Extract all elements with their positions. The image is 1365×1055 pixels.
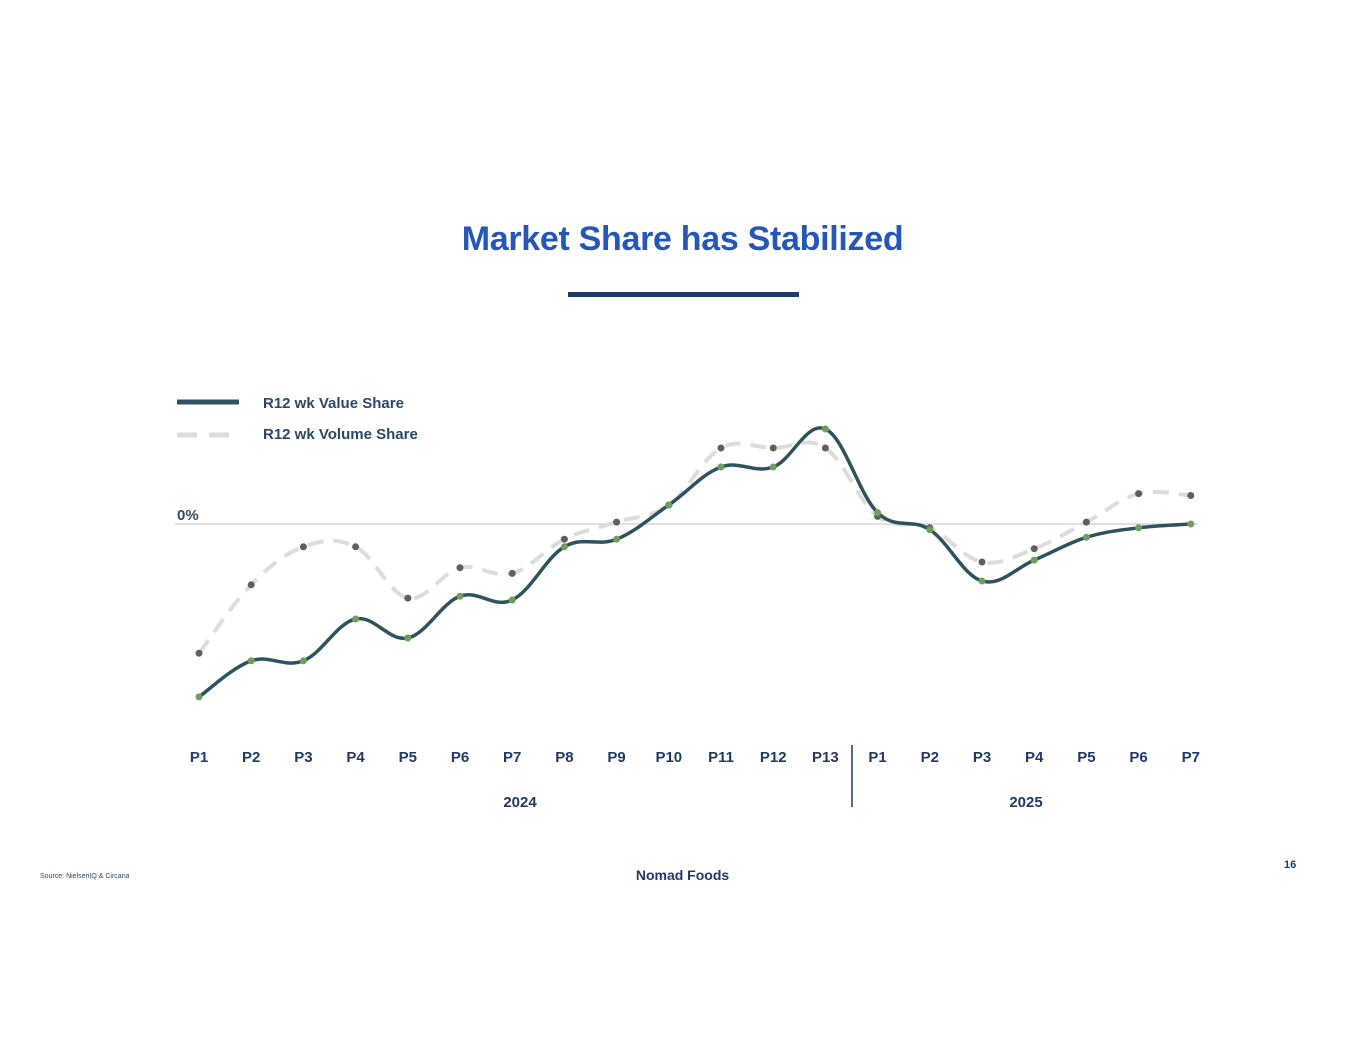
value-share-point-6 (456, 592, 464, 600)
zero-label: 0% (177, 507, 199, 524)
x-tick-label-8: P8 (555, 749, 573, 766)
x-tick-label-16: P3 (973, 749, 991, 766)
year-groups: 2024 2025 (503, 794, 1042, 811)
title-underline (568, 292, 799, 297)
x-tick-label-19: P6 (1129, 749, 1147, 766)
volume-share-line (197, 440, 1191, 655)
x-tick-label-20: P7 (1182, 749, 1200, 766)
value-share-point-3 (299, 657, 307, 665)
volume-share-point-11 (717, 444, 725, 452)
volume-share-point-6 (456, 564, 464, 572)
x-tick-label-12: P12 (760, 749, 787, 766)
x-tick-label-17: P4 (1025, 749, 1044, 766)
volume-share-point-20 (1187, 492, 1195, 499)
volume-share-point-8 (560, 535, 568, 543)
value-share-point-1 (195, 693, 203, 701)
x-tick-label-5: P5 (399, 749, 417, 766)
value-share-point-17 (1030, 556, 1038, 564)
x-tick-label-3: P3 (294, 749, 312, 766)
value-share-point-5 (404, 634, 412, 642)
volume-share-point-4 (352, 543, 360, 551)
source-note: Source: NielsenIQ & Circana (40, 873, 130, 880)
x-tick-label-1: P1 (190, 749, 208, 766)
value-share-point-8 (560, 543, 568, 551)
brand-logo-text: Nomad Foods (635, 867, 730, 883)
volume-share-point-19 (1135, 490, 1143, 498)
x-tick-label-14: P1 (868, 749, 886, 766)
year-label-2025: 2025 (1009, 794, 1042, 811)
value-share-point-12 (769, 463, 777, 471)
volume-share-point-5 (404, 594, 412, 602)
series-layer (195, 425, 1195, 701)
value-share-point-9 (613, 535, 621, 543)
value-share-point-10 (665, 501, 673, 509)
value-share-point-14 (874, 509, 882, 517)
x-tick-label-2: P2 (242, 749, 260, 766)
value-share-point-2 (247, 657, 255, 665)
value-share-point-16 (978, 577, 986, 585)
volume-share-point-9 (613, 518, 621, 526)
volume-share-point-17 (1030, 545, 1038, 553)
year-label-2024: 2024 (503, 794, 537, 811)
x-tick-label-6: P6 (451, 749, 469, 766)
x-tick-label-13: P13 (812, 749, 839, 766)
x-tick-label-4: P4 (346, 749, 365, 766)
volume-share-point-1 (195, 649, 203, 657)
value-share-point-13 (821, 425, 829, 433)
value-share-point-4 (352, 615, 360, 623)
x-tick-label-9: P9 (607, 749, 625, 766)
value-share-point-7 (508, 596, 516, 604)
volume-share-point-3 (299, 543, 307, 551)
x-tick-label-18: P5 (1077, 749, 1095, 766)
value-share-line (197, 426, 1191, 699)
value-share-point-15 (926, 526, 934, 534)
page-number: 16 (1284, 859, 1297, 871)
x-tick-label-10: P10 (655, 749, 682, 766)
x-tick-label-15: P2 (921, 749, 939, 766)
value-share-point-11 (717, 463, 725, 471)
x-tick-label-11: P11 (708, 749, 734, 766)
x-axis-ticks: P1 P2 P3 P4 P5 P6 P7 P8 P9 P10 P11 P12 P13 P1 P2 P3 P4 P5… (190, 749, 1200, 766)
x-tick-label-7: P7 (503, 749, 521, 766)
slide-title: Market Share has Stabilized (461, 220, 904, 258)
legend-value-label: R12 wk Value Share (263, 395, 404, 412)
legend-volume-label: R12 wk Volume Share (263, 426, 418, 443)
value-share-point-18 (1082, 533, 1090, 541)
value-share-point-19 (1135, 524, 1143, 532)
volume-share-point-16 (978, 558, 986, 566)
value-share-point-20 (1187, 520, 1195, 528)
chart-legend: R12 wk Value Share R12 wk Volume Share (177, 395, 418, 443)
volume-share-point-2 (247, 581, 255, 589)
volume-share-point-12 (769, 444, 777, 452)
volume-share-point-7 (508, 569, 516, 577)
volume-share-point-13 (821, 444, 829, 452)
volume-share-point-18 (1082, 518, 1090, 526)
